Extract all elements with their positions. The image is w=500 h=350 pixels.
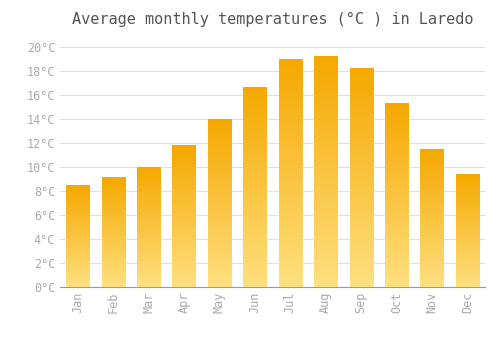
Title: Average monthly temperatures (°C ) in Laredo: Average monthly temperatures (°C ) in La…: [72, 12, 473, 27]
